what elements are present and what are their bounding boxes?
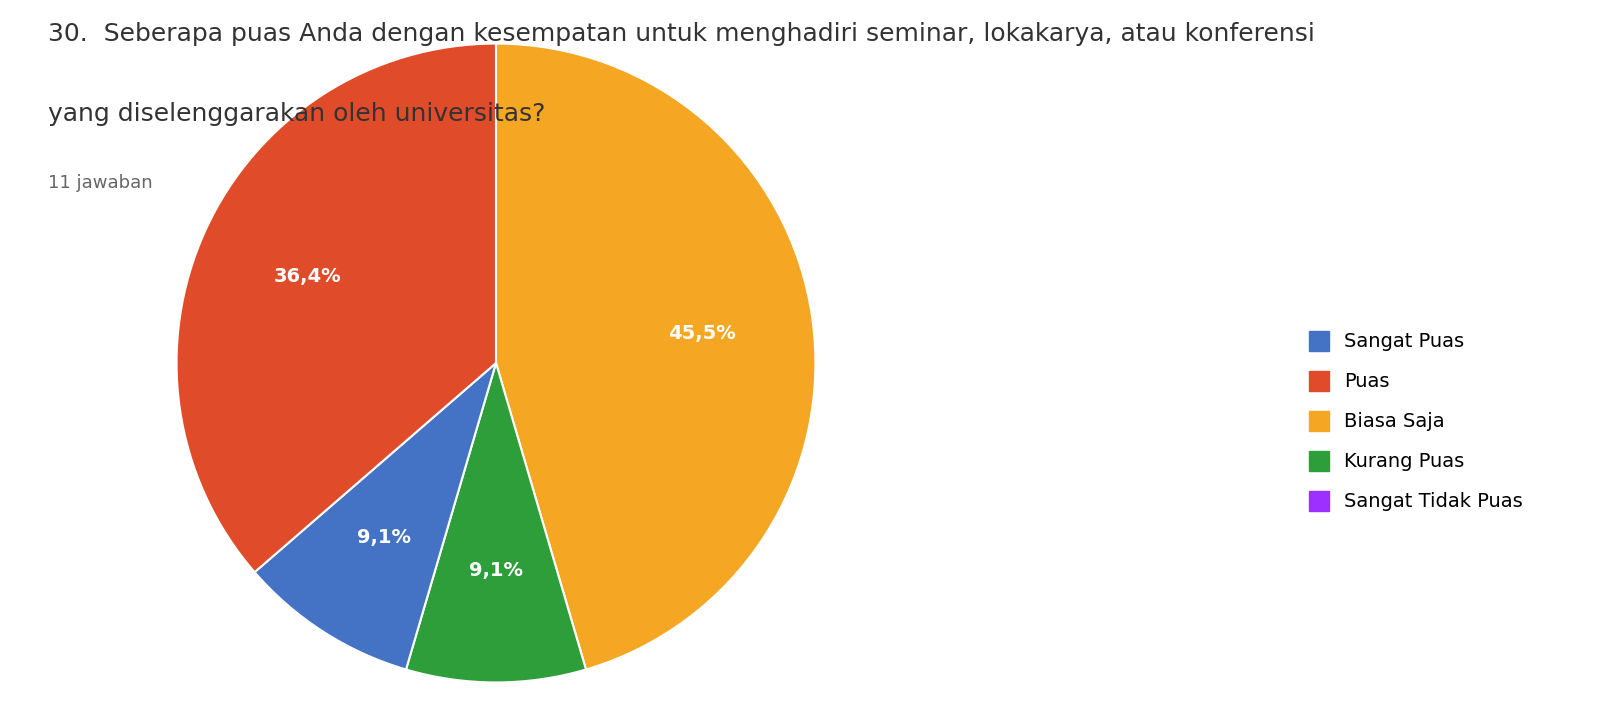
Text: 45,5%: 45,5% <box>667 324 736 343</box>
Legend: Sangat Puas, Puas, Biasa Saja, Kurang Puas, Sangat Tidak Puas: Sangat Puas, Puas, Biasa Saja, Kurang Pu… <box>1290 311 1542 531</box>
Text: yang diselenggarakan oleh universitas?: yang diselenggarakan oleh universitas? <box>48 102 546 126</box>
Text: 9,1%: 9,1% <box>357 529 411 547</box>
Wedge shape <box>254 363 496 669</box>
Text: 36,4%: 36,4% <box>274 267 341 286</box>
Text: 11 jawaban: 11 jawaban <box>48 174 152 192</box>
Text: 30.  Seberapa puas Anda dengan kesempatan untuk menghadiri seminar, lokakarya, a: 30. Seberapa puas Anda dengan kesempatan… <box>48 22 1315 46</box>
Wedge shape <box>496 44 816 669</box>
Wedge shape <box>406 363 586 682</box>
Wedge shape <box>176 44 496 572</box>
Text: 9,1%: 9,1% <box>469 561 523 580</box>
